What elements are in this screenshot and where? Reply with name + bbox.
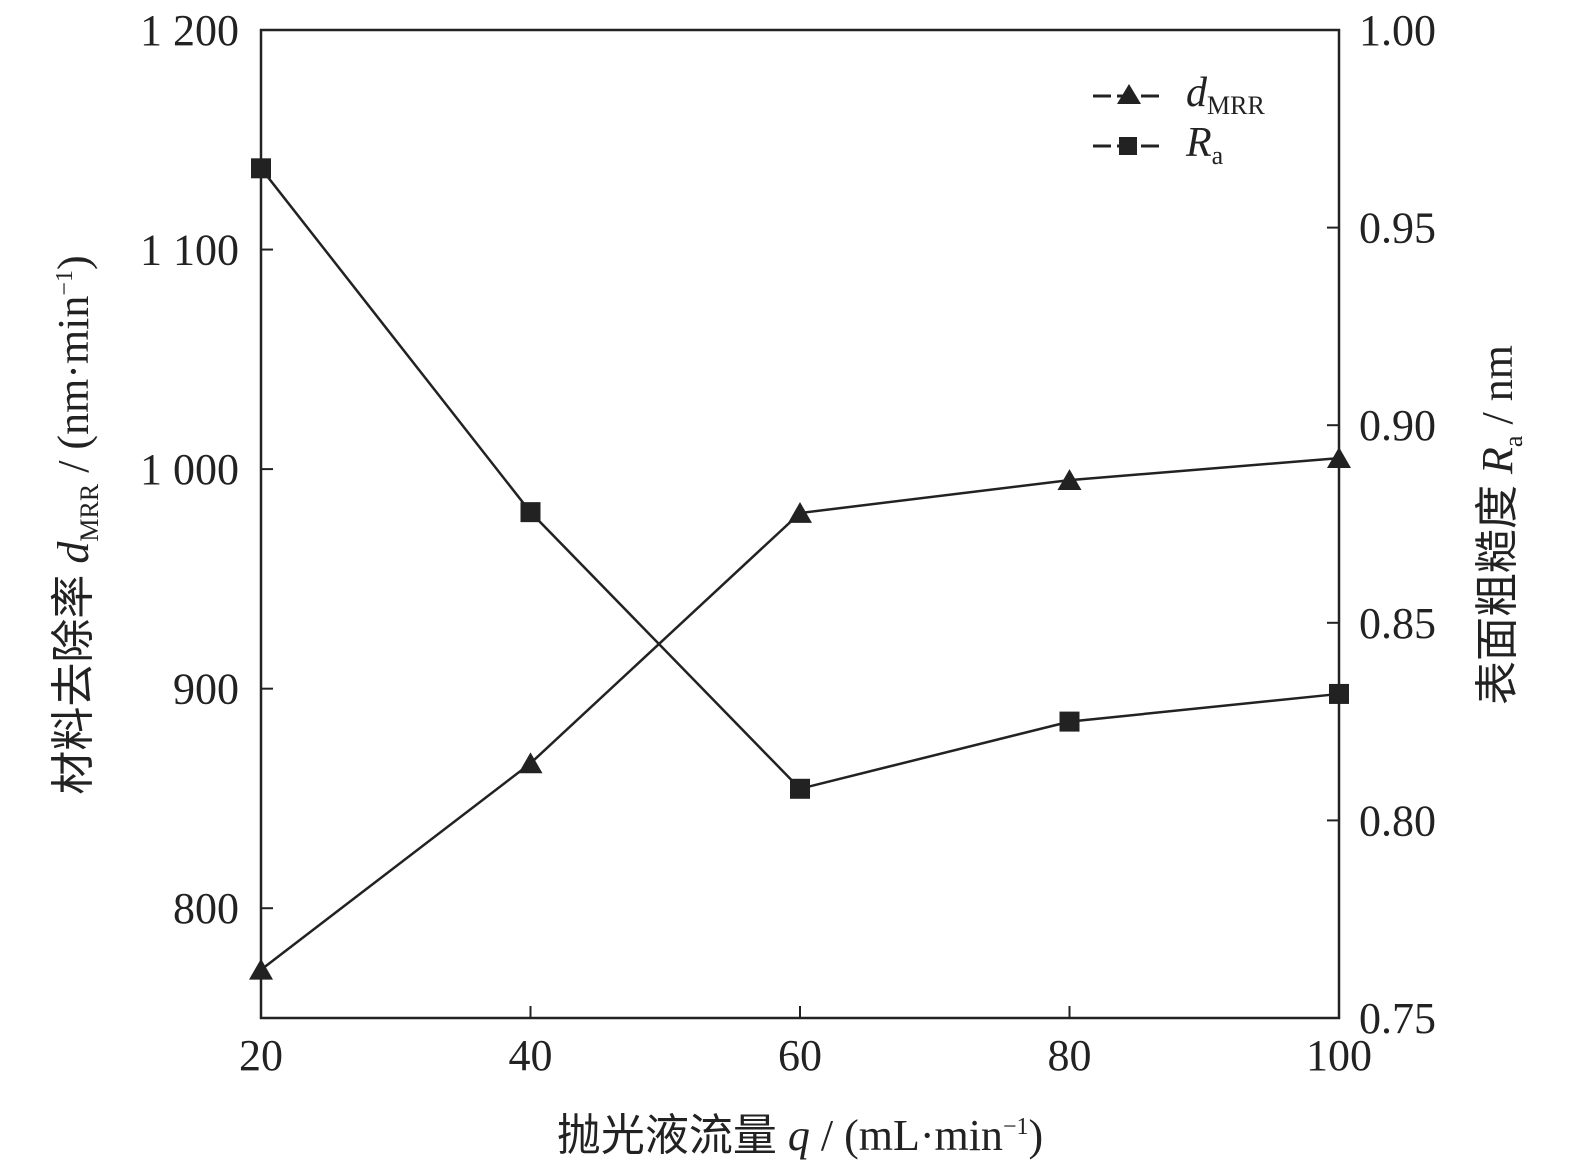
- x-tick-label: 40: [509, 1031, 553, 1080]
- legend-triangle-marker: [1117, 84, 1141, 104]
- legend: dMRR Ra: [1093, 70, 1265, 170]
- legend-label-dmrr: dMRR: [1186, 70, 1265, 120]
- plot-frame: [259, 28, 1341, 1020]
- right-y-tick-label: 0.85: [1359, 599, 1436, 648]
- right-y-axis: 0.75 0.80 0.85 0.90 0.95 1.00: [1327, 6, 1436, 1043]
- square-marker: [1059, 711, 1080, 732]
- legend-square-marker: [1119, 137, 1137, 155]
- triangle-marker: [518, 752, 543, 774]
- right-y-tick-label: 0.80: [1359, 796, 1436, 845]
- x-tick-label: 60: [778, 1031, 822, 1080]
- triangle-marker: [1057, 469, 1082, 490]
- right-y-axis-label: 表面粗糙度 Ra / nm: [1473, 345, 1528, 705]
- left-y-axis: 800 900 1 000 1 100 1 200: [140, 6, 273, 933]
- left-y-tick-label: 900: [173, 665, 239, 714]
- series-line: [260, 456, 1340, 971]
- right-y-tick-label: 1.00: [1359, 6, 1436, 55]
- x-tick-label: 100: [1306, 1031, 1372, 1080]
- square-marker: [790, 778, 810, 799]
- legend-item-ra: Ra: [1093, 120, 1224, 170]
- x-tick-label: 80: [1048, 1031, 1092, 1080]
- x-axis: 20 40 60 80 100: [239, 1006, 1372, 1080]
- x-axis-label: 抛光液流量 q / (mL·min−1): [557, 1111, 1043, 1160]
- square-marker: [520, 502, 541, 523]
- x-tick-label: 20: [239, 1031, 283, 1080]
- square-marker: [1329, 683, 1349, 704]
- triangle-marker: [249, 958, 273, 980]
- left-y-tick-label: 1 200: [140, 6, 239, 55]
- legend-label-ra: Ra: [1185, 120, 1224, 170]
- series-line: [260, 167, 1340, 791]
- series-triangle: [249, 447, 1351, 980]
- series-square: [251, 158, 1349, 799]
- right-y-tick-label: 0.75: [1359, 994, 1436, 1043]
- right-y-tick-label: 0.95: [1359, 204, 1436, 253]
- left-y-tick-label: 800: [173, 884, 239, 933]
- series-layer: [249, 158, 1351, 980]
- triangle-marker: [788, 502, 812, 523]
- triangle-marker: [1327, 447, 1351, 469]
- left-y-tick-label: 1 100: [140, 226, 239, 275]
- square-marker: [251, 158, 271, 179]
- left-y-tick-label: 1 000: [140, 445, 239, 494]
- right-y-tick-label: 0.90: [1359, 401, 1436, 450]
- plot-area-border: [259, 28, 1341, 1020]
- left-y-axis-label: 材料去除率 dMRR / (nm·min−1): [49, 255, 104, 794]
- legend-item-dmrr: dMRR: [1093, 70, 1265, 120]
